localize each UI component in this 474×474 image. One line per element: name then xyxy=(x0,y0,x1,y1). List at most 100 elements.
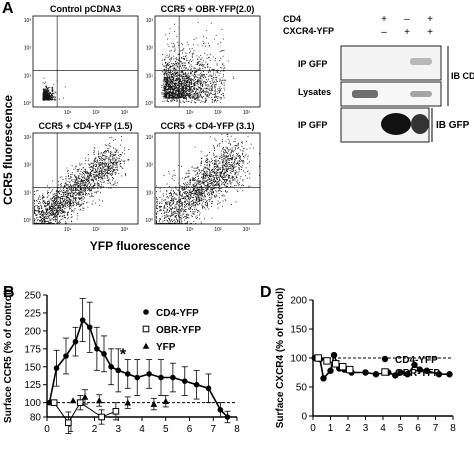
flow-dot xyxy=(81,200,83,201)
flow-dot xyxy=(166,96,167,98)
flow-dot xyxy=(173,62,175,64)
flow-dot xyxy=(169,76,171,78)
flow-dot xyxy=(168,86,170,88)
flow-dot xyxy=(183,85,185,86)
flow-dot xyxy=(179,75,181,76)
flow-dot xyxy=(48,203,49,204)
flow-dot xyxy=(194,98,196,100)
flow-dot xyxy=(42,200,44,202)
flow-dot xyxy=(198,87,200,89)
flow-dot xyxy=(69,202,71,204)
flow-dot xyxy=(179,95,180,97)
flow-dot xyxy=(165,73,167,75)
flow-dot xyxy=(52,93,54,95)
flow-dot xyxy=(184,77,186,79)
flow-dot xyxy=(199,69,200,71)
flow-dot xyxy=(194,204,196,206)
flow-dot xyxy=(168,101,169,102)
flow-dot xyxy=(177,77,179,79)
flow-dot xyxy=(122,168,124,169)
flow-dot xyxy=(240,166,242,167)
flow-dot xyxy=(187,95,189,97)
flow-dot xyxy=(192,83,194,85)
flow-dot xyxy=(193,90,194,92)
flow-dot xyxy=(165,202,167,204)
flow-dot xyxy=(171,198,173,200)
flow-dot xyxy=(170,101,172,103)
flow-dot xyxy=(178,90,180,91)
flow-dot xyxy=(227,162,229,164)
flow-dot xyxy=(78,205,80,207)
flow-dot xyxy=(195,64,197,65)
flow-dot xyxy=(100,178,102,180)
flow-dot xyxy=(89,193,90,195)
flow-dot xyxy=(221,165,223,167)
flow-dot xyxy=(185,75,187,77)
flow-dot xyxy=(92,152,94,154)
flow-dot xyxy=(221,140,223,142)
flow-dot xyxy=(169,94,171,96)
flow-dot xyxy=(183,87,185,89)
flow-dot xyxy=(174,74,176,76)
flow-dot xyxy=(56,215,58,216)
flow-dot xyxy=(189,192,191,194)
flow-dot xyxy=(61,213,63,214)
flow-dot xyxy=(188,83,190,85)
flow-dot xyxy=(183,189,185,191)
flow-dot xyxy=(34,218,35,220)
flow-dot xyxy=(181,222,183,224)
flow-dot xyxy=(100,184,102,186)
flow-dot xyxy=(87,193,89,195)
flow-dot xyxy=(217,96,219,98)
flow-dot xyxy=(112,163,114,165)
flow-dot xyxy=(181,71,183,73)
flow-dot xyxy=(94,166,96,168)
flow-dot xyxy=(203,182,205,183)
flow-dot xyxy=(177,212,179,214)
flow-dot xyxy=(185,82,187,84)
flow-dot xyxy=(176,75,178,76)
flow-dot xyxy=(56,80,58,82)
flow-dot xyxy=(92,173,94,175)
flow-dot xyxy=(209,185,211,187)
flow-dot xyxy=(217,160,219,162)
flow-dot xyxy=(179,93,181,95)
flow-dot xyxy=(76,178,78,180)
flow-dot xyxy=(51,208,53,210)
flow-dot xyxy=(196,70,197,72)
flow-dot xyxy=(177,219,178,221)
flow-dot xyxy=(72,190,74,192)
flow-dot xyxy=(165,77,167,79)
flow-dot xyxy=(79,181,81,183)
flow-dot xyxy=(43,96,45,98)
flow-dot xyxy=(45,89,47,91)
flow-dot xyxy=(188,89,190,91)
flow-dot xyxy=(44,217,46,219)
flow-dot xyxy=(106,171,108,173)
flow-dot xyxy=(174,97,176,99)
flow-dot xyxy=(78,201,80,202)
flow-dot xyxy=(102,166,104,168)
flow-dot xyxy=(185,91,187,93)
flow-dot xyxy=(86,172,88,174)
flow-dot xyxy=(76,182,78,183)
flow-dot xyxy=(112,167,114,168)
flow-dot xyxy=(44,91,46,93)
flow-dot xyxy=(47,99,49,101)
flow-dot xyxy=(246,177,248,179)
flow-dot xyxy=(171,77,173,79)
flow-dot xyxy=(54,193,56,194)
flow-dot xyxy=(196,70,198,72)
flow-dot xyxy=(166,86,168,87)
flow-dot xyxy=(163,74,165,76)
flow-dot xyxy=(165,96,167,98)
flow-dot xyxy=(190,87,192,89)
flow-dot xyxy=(88,189,90,191)
flow-dot xyxy=(183,56,185,58)
flow-dot xyxy=(208,182,210,184)
flow-dot xyxy=(70,201,72,203)
flow-dot xyxy=(90,185,92,186)
flow-dot xyxy=(219,90,220,92)
flow-dot xyxy=(184,73,186,74)
flow-dot xyxy=(228,157,230,159)
